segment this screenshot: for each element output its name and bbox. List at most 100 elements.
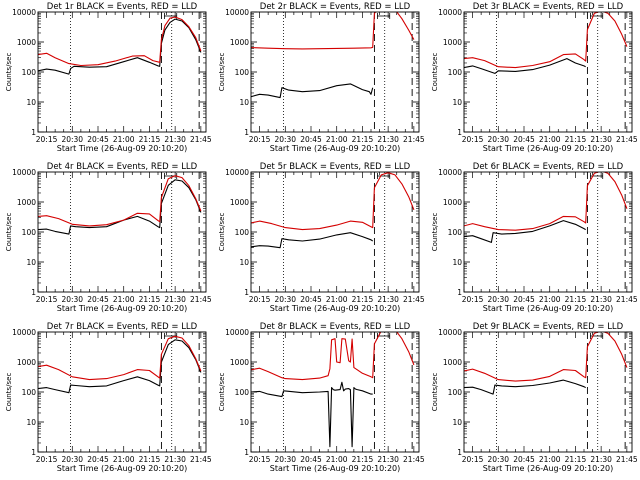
y-tick-label: 1000 — [443, 198, 462, 207]
y-tick-label: 1000 — [230, 38, 249, 47]
y-tick-label: 10 — [452, 418, 462, 427]
x-tick-label: 20:15 — [249, 295, 271, 304]
series-line-lld — [464, 332, 628, 382]
y-tick-label: 1 — [31, 128, 36, 137]
y-tick-label: 10 — [239, 98, 249, 107]
series-group — [251, 332, 415, 448]
y-axis-label: Counts/sec — [5, 373, 13, 412]
x-tick-label: 21:00 — [539, 455, 561, 464]
plot-frame — [463, 331, 633, 453]
x-tick-label: 20:15 — [462, 455, 484, 464]
x-tick-label: 21:45 — [403, 455, 425, 464]
y-tick-label: 1000 — [230, 358, 249, 367]
y-tick-label: 10000 — [438, 328, 462, 337]
series-line-lld — [464, 12, 628, 69]
y-axis-label: Counts/sec — [431, 373, 439, 412]
y-tick-label: 10 — [239, 418, 249, 427]
x-tick-label: 20:30 — [61, 455, 83, 464]
x-tick-label: 20:45 — [513, 455, 535, 464]
series-line-lld — [38, 16, 202, 67]
chart-title: Det 9r BLACK = Events, RED = LLD — [473, 322, 624, 332]
x-tick-label: 21:45 — [403, 295, 425, 304]
y-tick-label: 1000 — [17, 38, 36, 47]
y-tick-label: 100 — [448, 388, 463, 397]
y-tick-label: 10 — [26, 258, 36, 267]
y-tick-label: 10 — [26, 418, 36, 427]
y-tick-label: 1 — [31, 288, 36, 297]
y-tick-label: 100 — [22, 228, 37, 237]
y-axis-label: Counts/sec — [431, 53, 439, 92]
chart-panel: Det 2r BLACK = Events, RED = LLD 1 10 100 10… — [218, 2, 425, 153]
x-tick-label: 20:15 — [36, 135, 58, 144]
y-tick-label: 1 — [244, 448, 249, 457]
series-line-lld — [38, 175, 202, 227]
x-tick-label: 21:00 — [113, 135, 135, 144]
x-axis-label: Start Time (26-Aug-09 20:10:20) — [483, 144, 614, 153]
series-line-events — [38, 179, 202, 235]
chart-panel: Det 4r BLACK = Events, RED = LLD 1 10 100 10… — [5, 162, 212, 313]
chart-title: Det 1r BLACK = Events, RED = LLD — [47, 2, 198, 12]
x-tick-label: 21:00 — [539, 135, 561, 144]
x-tick-label: 20:30 — [61, 135, 83, 144]
chart-panel: Det 3r BLACK = Events, RED = LLD 1 10 100 10… — [431, 2, 638, 153]
x-tick-label: 20:30 — [274, 135, 296, 144]
chart-panel: Det 9r BLACK = Events, RED = LLD 1 10 100 10… — [431, 322, 638, 473]
plot-frame — [37, 11, 207, 133]
x-tick-label: 21:45 — [616, 295, 638, 304]
y-tick-label: 10 — [452, 258, 462, 267]
series-group — [464, 172, 628, 243]
chart-title: Det 5r BLACK = Events, RED = LLD — [260, 162, 411, 172]
x-tick-label: 20:30 — [274, 295, 296, 304]
x-tick-label: 21:30 — [377, 135, 399, 144]
x-tick-label: 21:00 — [326, 455, 348, 464]
series-group — [464, 12, 628, 74]
y-tick-label: 10000 — [438, 8, 462, 17]
x-tick-label: 21:00 — [326, 135, 348, 144]
series-line-events — [251, 232, 374, 249]
y-tick-label: 1000 — [443, 358, 462, 367]
y-tick-label: 100 — [22, 68, 37, 77]
y-tick-label: 1 — [457, 448, 462, 457]
x-axis-label: Start Time (26-Aug-09 20:10:20) — [483, 304, 614, 313]
chart-title: Det 8r BLACK = Events, RED = LLD — [260, 322, 411, 332]
x-tick-label: 21:15 — [565, 455, 587, 464]
y-axis-label: Counts/sec — [431, 213, 439, 252]
x-tick-label: 20:45 — [87, 295, 109, 304]
y-tick-label: 10000 — [225, 8, 249, 17]
chart-title: Det 3r BLACK = Events, RED = LLD — [473, 2, 624, 12]
x-axis-label: Start Time (26-Aug-09 20:10:20) — [57, 464, 188, 473]
y-tick-label: 1 — [457, 128, 462, 137]
y-tick-label: 1000 — [443, 38, 462, 47]
y-tick-label: 1000 — [230, 198, 249, 207]
series-line-events — [38, 339, 202, 394]
x-tick-label: 20:45 — [300, 455, 322, 464]
series-line-events — [38, 18, 202, 75]
x-tick-label: 21:45 — [190, 455, 212, 464]
x-axis-label: Start Time (26-Aug-09 20:10:20) — [270, 464, 401, 473]
x-tick-label: 20:15 — [36, 295, 58, 304]
plot-frame — [463, 171, 633, 293]
x-tick-label: 21:00 — [326, 295, 348, 304]
y-tick-label: 100 — [22, 388, 37, 397]
x-tick-label: 21:15 — [352, 135, 374, 144]
series-group — [251, 12, 415, 99]
x-axis-label: Start Time (26-Aug-09 20:10:20) — [270, 304, 401, 313]
x-tick-label: 20:15 — [462, 295, 484, 304]
series-line-events — [251, 381, 373, 448]
series-line-events — [251, 83, 374, 99]
x-tick-label: 21:15 — [565, 135, 587, 144]
x-tick-label: 21:15 — [139, 455, 161, 464]
x-tick-label: 21:30 — [590, 295, 612, 304]
x-tick-label: 21:30 — [590, 455, 612, 464]
x-tick-label: 21:30 — [164, 455, 186, 464]
x-tick-label: 21:45 — [616, 135, 638, 144]
chart-title: Det 6r BLACK = Events, RED = LLD — [473, 162, 624, 172]
x-tick-label: 20:15 — [36, 455, 58, 464]
series-group — [251, 172, 415, 249]
x-tick-label: 20:30 — [274, 455, 296, 464]
series-line-events — [464, 379, 586, 395]
chart-title: Det 4r BLACK = Events, RED = LLD — [47, 162, 198, 172]
x-tick-label: 20:15 — [249, 455, 271, 464]
x-tick-label: 20:15 — [249, 135, 271, 144]
